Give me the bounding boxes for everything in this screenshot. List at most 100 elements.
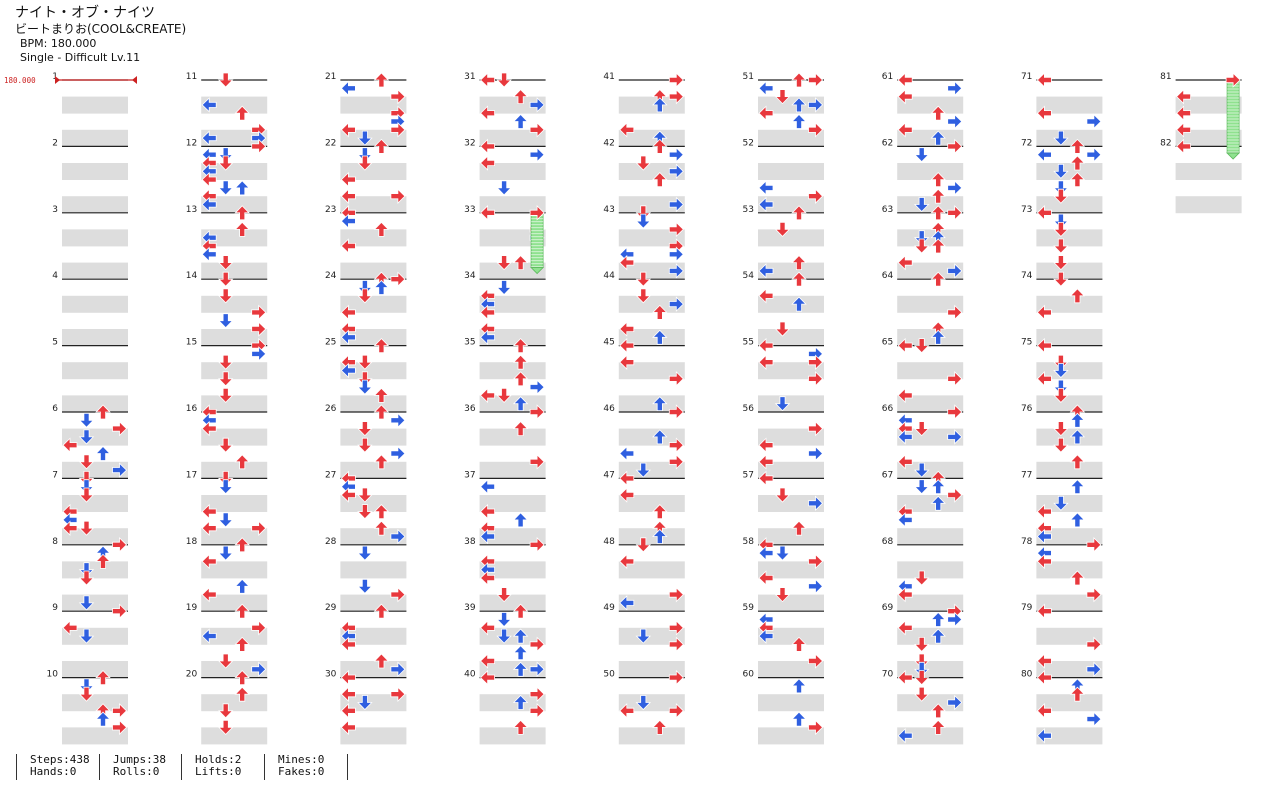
up-arrow-icon bbox=[930, 172, 946, 188]
beat-band bbox=[1036, 196, 1103, 214]
measure-number: 33 bbox=[464, 205, 475, 215]
right-arrow-icon bbox=[390, 188, 406, 204]
down-arrow-icon bbox=[78, 595, 95, 611]
left-arrow-icon bbox=[201, 520, 217, 536]
measure-29: 29 bbox=[325, 603, 407, 678]
down-arrow-icon bbox=[78, 412, 95, 428]
up-arrow-icon bbox=[373, 504, 390, 520]
left-arrow-icon bbox=[758, 454, 774, 470]
down-arrow-icon bbox=[78, 570, 95, 586]
measure-number: 36 bbox=[464, 404, 476, 414]
right-arrow-icon bbox=[668, 72, 684, 88]
beat-band bbox=[1036, 727, 1103, 745]
beat-band bbox=[201, 196, 268, 214]
stat-group-jumps: Jumps:38 Rolls:0 bbox=[99, 754, 166, 780]
right-arrow-icon bbox=[390, 661, 406, 678]
left-arrow-icon bbox=[758, 437, 774, 453]
up-arrow-icon bbox=[930, 271, 946, 287]
down-arrow-icon bbox=[217, 180, 234, 196]
left-arrow-icon bbox=[480, 138, 496, 155]
measure-number: 69 bbox=[882, 603, 894, 613]
beat-band bbox=[758, 528, 824, 546]
up-arrow-icon bbox=[652, 97, 668, 113]
right-arrow-icon bbox=[668, 703, 684, 719]
up-arrow-icon bbox=[373, 653, 390, 669]
beat-band bbox=[618, 196, 685, 214]
measure-11: 11 bbox=[186, 72, 268, 147]
beat-band bbox=[897, 129, 964, 147]
up-arrow-icon bbox=[95, 404, 111, 420]
up-arrow-icon bbox=[652, 172, 668, 188]
beat-band bbox=[897, 163, 964, 180]
left-arrow-icon bbox=[201, 246, 217, 263]
beat-band bbox=[758, 229, 824, 247]
right-arrow-icon bbox=[947, 603, 963, 619]
measure-17: 17 bbox=[186, 470, 268, 546]
beat-band bbox=[618, 461, 685, 479]
up-arrow-icon bbox=[652, 429, 668, 445]
measure-81: 81 bbox=[1160, 72, 1242, 147]
measure-number: 47 bbox=[603, 470, 614, 480]
down-arrow-icon bbox=[913, 421, 930, 437]
measure-number: 23 bbox=[325, 205, 336, 215]
down-arrow-icon bbox=[78, 562, 95, 578]
right-arrow-icon bbox=[390, 412, 406, 429]
up-arrow-icon bbox=[512, 113, 529, 129]
left-arrow-icon bbox=[201, 412, 217, 429]
left-arrow-icon bbox=[1036, 337, 1052, 354]
beat-band bbox=[62, 395, 128, 413]
down-arrow-icon bbox=[913, 653, 930, 669]
down-arrow-icon bbox=[635, 205, 652, 221]
down-arrow-icon bbox=[1053, 180, 1069, 196]
down-arrow-icon bbox=[1053, 271, 1069, 287]
left-arrow-icon bbox=[340, 669, 356, 686]
left-arrow-icon bbox=[897, 429, 913, 445]
beat-band bbox=[758, 727, 824, 745]
down-arrow-icon bbox=[635, 695, 652, 711]
up-arrow-icon bbox=[652, 138, 668, 154]
right-arrow-icon bbox=[251, 321, 267, 337]
left-arrow-icon bbox=[201, 503, 217, 520]
left-arrow-icon bbox=[619, 445, 635, 462]
up-arrow-icon bbox=[234, 686, 250, 702]
measure-52: 52 bbox=[743, 138, 824, 214]
down-arrow-icon bbox=[1053, 421, 1069, 437]
beat-band bbox=[1036, 362, 1103, 380]
up-arrow-icon bbox=[930, 628, 946, 644]
down-arrow-icon bbox=[913, 637, 930, 652]
beat-band bbox=[758, 661, 824, 678]
beat-band bbox=[479, 495, 546, 512]
beat-band bbox=[340, 594, 407, 612]
left-arrow-icon bbox=[340, 470, 356, 487]
measure-number: 34 bbox=[464, 271, 476, 281]
left-arrow-icon bbox=[201, 163, 217, 180]
measure-number: 63 bbox=[882, 205, 893, 215]
right-arrow-icon bbox=[1086, 537, 1102, 553]
up-arrow-icon bbox=[234, 537, 250, 553]
down-arrow-icon bbox=[357, 545, 373, 561]
beat-band bbox=[897, 229, 964, 247]
measure-number: 54 bbox=[743, 271, 755, 281]
left-arrow-icon bbox=[897, 578, 913, 595]
down-arrow-icon bbox=[774, 396, 791, 412]
beat-band bbox=[479, 262, 546, 280]
right-arrow-icon bbox=[947, 180, 963, 196]
beat-band bbox=[479, 627, 546, 645]
beat-band bbox=[201, 694, 268, 712]
right-arrow-icon bbox=[529, 97, 545, 113]
measure-4: 4 bbox=[52, 271, 128, 346]
down-arrow-icon bbox=[496, 628, 512, 644]
beat-band bbox=[340, 727, 407, 745]
beat-band bbox=[758, 329, 824, 346]
left-arrow-icon bbox=[201, 404, 217, 420]
right-arrow-icon bbox=[529, 404, 545, 420]
up-arrow-icon bbox=[512, 354, 529, 370]
left-arrow-icon bbox=[897, 88, 913, 105]
right-arrow-icon bbox=[808, 97, 824, 113]
left-arrow-icon bbox=[897, 254, 913, 271]
measure-number: 16 bbox=[186, 404, 198, 414]
measure-number: 52 bbox=[743, 138, 754, 148]
up-arrow-icon bbox=[791, 636, 807, 652]
right-arrow-icon bbox=[668, 636, 684, 653]
beat-band bbox=[340, 461, 407, 479]
